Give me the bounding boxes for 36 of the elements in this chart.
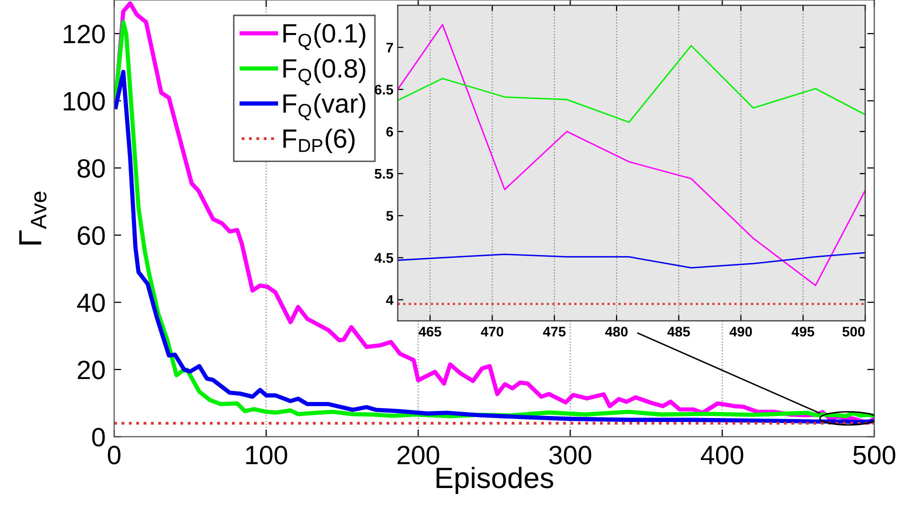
y-tick-label: 5 [386, 211, 394, 221]
y-tick-label: 5.5 [374, 169, 394, 179]
y-tick-label: 4.5 [374, 253, 394, 263]
legend-label: F$_{Q}$(var) [283, 93, 366, 120]
legend-label: F$_{Q}$(0.1) [283, 23, 366, 50]
x-tick-label: 475 [543, 326, 566, 337]
x-tick-label: 400 [700, 446, 744, 464]
x-tick-label: 500 [842, 326, 865, 337]
line-series [398, 252, 866, 268]
x-tick-label: 465 [418, 326, 442, 337]
y-tick-label: 100 [64, 92, 105, 111]
x-tick-label: 500 [853, 446, 896, 464]
x-tick-label: 100 [246, 446, 288, 464]
line-series [398, 24, 866, 286]
y-tick-label: 0 [92, 428, 105, 446]
y-tick-label: 120 [64, 24, 105, 44]
y-tick-label: 6 [386, 126, 394, 137]
line-series [398, 45, 866, 123]
y-tick-label: 7 [386, 42, 393, 52]
x-tick-label: 300 [549, 446, 592, 464]
y-tick-label: 40 [77, 293, 105, 312]
legend-label: F$_{Q}$(0.8) [283, 58, 366, 86]
x-tick-label: 0 [108, 446, 120, 464]
x-tick-label: 485 [667, 326, 690, 337]
x-tick-label: 200 [398, 446, 440, 464]
y-tick-label: 4 [386, 295, 394, 305]
x-tick-label: 490 [730, 326, 752, 337]
x-tick-label: 470 [480, 326, 504, 337]
y-tick-label: 60 [78, 226, 105, 245]
x-axis-title: Episodes [436, 466, 554, 494]
y-tick-label: 20 [78, 360, 105, 380]
legend-label: F$_{DP}$(6) [283, 128, 355, 154]
y-tick-label: 80 [78, 159, 105, 178]
x-tick-label: 495 [792, 326, 814, 337]
y-axis-title: Γ$_{Ave}$ [19, 192, 47, 244]
x-tick-label: 480 [605, 326, 628, 337]
